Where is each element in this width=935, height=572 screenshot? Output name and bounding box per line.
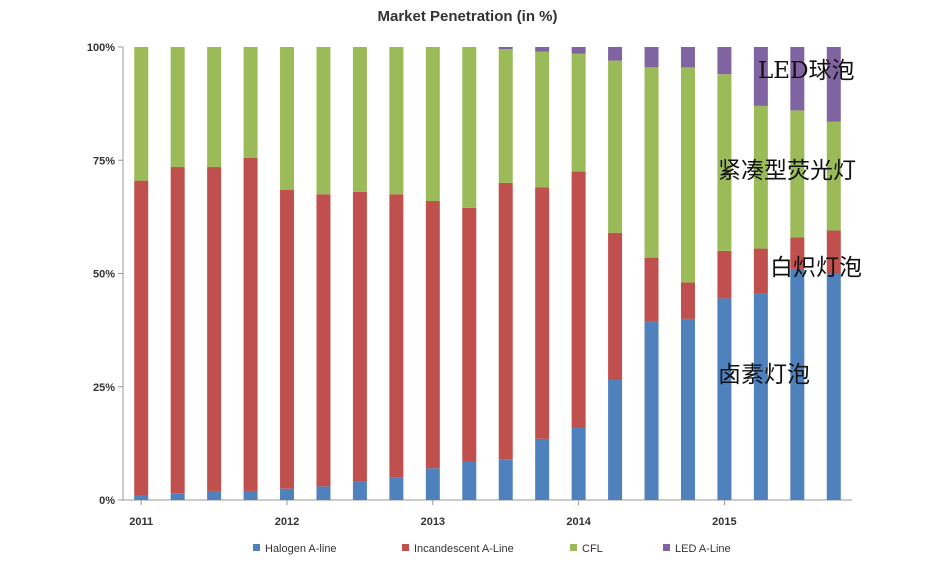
bar-segment-cfl (425, 47, 440, 202)
bar-segment-halogen (352, 481, 367, 500)
bar-segment-incandescent (535, 187, 550, 439)
bar-segment-led (826, 47, 841, 122)
bar-segment-halogen (571, 427, 586, 500)
bar-segment-incandescent (280, 189, 295, 489)
bar-segment-incandescent (170, 167, 185, 494)
y-tick-label: 75% (93, 155, 115, 167)
bar-segment-cfl (826, 121, 841, 231)
bar-segment-incandescent (316, 194, 331, 487)
x-tick-label: 2011 (129, 516, 153, 528)
bar-segment-incandescent (134, 180, 149, 496)
bar-segment-cfl (462, 47, 477, 208)
bar-segment-halogen (680, 318, 695, 500)
chart-title: Market Penetration (in %) (377, 8, 558, 25)
bar-segment-halogen (790, 268, 805, 500)
bar-segment-cfl (243, 47, 258, 158)
bar-segment-halogen (498, 459, 513, 500)
legend-label: Halogen A-line (265, 543, 337, 555)
bar-segment-incandescent (826, 230, 841, 274)
bar-segment-led (644, 47, 659, 68)
annotation-label: 紧凑型荧光灯 (718, 158, 856, 184)
y-tick-label: 50% (93, 269, 115, 281)
legend: Halogen A-line Incandescent A-Line CFL LED … (253, 543, 731, 555)
bar-segment-halogen (280, 488, 295, 500)
bar-segment-cfl (352, 47, 367, 192)
bar-segment-incandescent (790, 237, 805, 269)
bar-segment-halogen (535, 438, 550, 500)
bar-segment-halogen (608, 379, 623, 500)
y-tick-label: 100% (87, 42, 115, 54)
bar-segment-led (680, 47, 695, 68)
bar-segment-cfl (717, 74, 732, 251)
legend-swatch (570, 544, 577, 551)
bar-segment-halogen (753, 293, 768, 500)
bar-segment-halogen (389, 477, 404, 500)
bar-segment-led (535, 47, 550, 52)
bar-segment-incandescent (462, 207, 477, 462)
bar-segment-halogen (425, 468, 440, 500)
bar-segment-halogen (243, 490, 258, 500)
bar-segment-halogen (644, 321, 659, 500)
bar-segment-incandescent (243, 157, 258, 491)
x-tick-label: 2012 (275, 516, 299, 528)
bar-segment-halogen (717, 298, 732, 500)
bar-segment-incandescent (717, 250, 732, 299)
bar-segment-led (608, 47, 623, 61)
annotation-label: LED球泡 (758, 58, 855, 84)
bar-segment-incandescent (571, 171, 586, 428)
bar-segment-led (571, 47, 586, 54)
bar-segment-led (717, 47, 732, 75)
bar-segment-cfl (170, 47, 185, 168)
legend-label: Incandescent A-Line (414, 543, 514, 555)
bar-segment-incandescent (425, 201, 440, 469)
legend-label: CFL (582, 543, 603, 555)
legend-swatch (253, 544, 260, 551)
bar-segment-led (753, 47, 768, 106)
bar-segment-cfl (790, 110, 805, 238)
bar-segment-cfl (207, 47, 222, 168)
bar-segment-cfl (280, 47, 295, 190)
bar-segment-cfl (316, 47, 331, 195)
bars (134, 47, 841, 500)
axes: 0% 25% 50% 75% 100% 2011 2012 2013 2014 2015 (87, 42, 852, 528)
bar-segment-cfl (608, 60, 623, 233)
x-tick-label: 2014 (566, 516, 591, 528)
bar-segment-cfl (389, 47, 404, 195)
bar-segment-incandescent (498, 182, 513, 460)
bar-segment-halogen (134, 495, 149, 500)
bar-segment-halogen (316, 486, 331, 500)
bar-segment-cfl (644, 67, 659, 258)
bar-segment-led (498, 47, 513, 50)
legend-label: LED A-Line (675, 543, 731, 555)
bar-segment-cfl (535, 51, 550, 188)
legend-swatch (402, 544, 409, 551)
bar-segment-incandescent (352, 191, 367, 482)
bar-segment-halogen (826, 273, 841, 500)
legend-swatch (663, 544, 670, 551)
y-tick-label: 25% (93, 382, 115, 394)
bar-segment-incandescent (389, 194, 404, 478)
bar-segment-incandescent (680, 282, 695, 319)
bar-segment-cfl (498, 49, 513, 183)
x-tick-label: 2015 (712, 516, 736, 528)
bar-segment-incandescent (753, 248, 768, 294)
bar-segment-halogen (170, 493, 185, 500)
annotation-label: 白炽灯泡 (770, 255, 862, 281)
bar-segment-incandescent (207, 167, 222, 491)
annotation-label: 卤素灯泡 (718, 362, 810, 388)
bar-segment-incandescent (608, 232, 623, 380)
bar-segment-halogen (462, 461, 477, 500)
bar-segment-cfl (680, 67, 695, 283)
x-tick-label: 2013 (421, 516, 445, 528)
bar-segment-led (790, 47, 805, 111)
bar-segment-cfl (134, 47, 149, 181)
bar-segment-cfl (571, 53, 586, 172)
bar-segment-cfl (753, 105, 768, 249)
bar-segment-halogen (207, 490, 222, 500)
y-tick-label: 0% (99, 495, 115, 507)
bar-segment-incandescent (644, 257, 659, 322)
